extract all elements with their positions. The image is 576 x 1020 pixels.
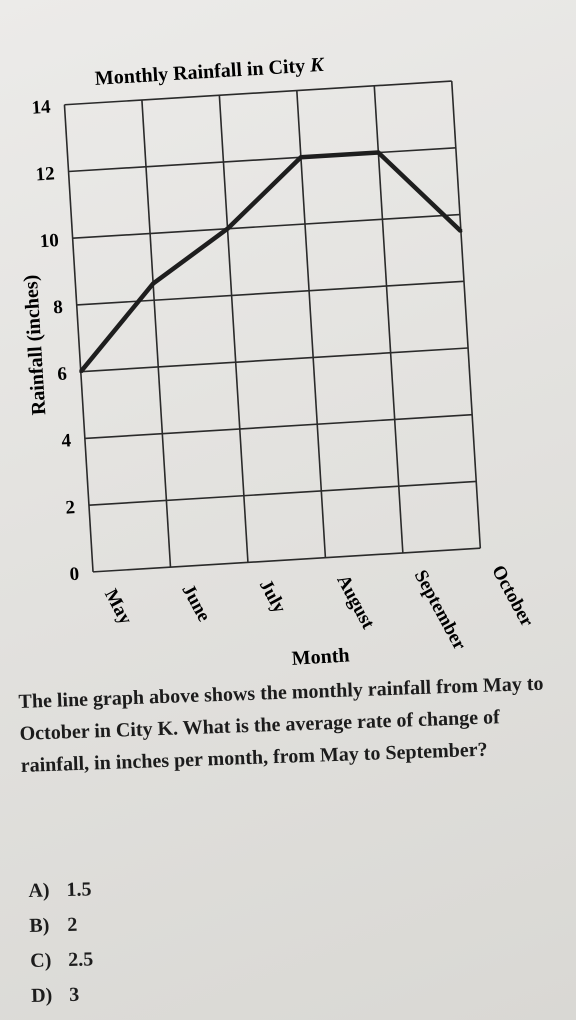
series-line — [79, 150, 463, 374]
chart-title: Monthly Rainfall in City K — [94, 54, 325, 90]
grid-line-h — [72, 213, 460, 240]
grid-line-v — [450, 81, 482, 549]
grid-line-v — [63, 104, 94, 572]
y-tick-label: 0 — [69, 564, 80, 586]
choice-a[interactable]: A) 1.5 — [28, 872, 92, 909]
chart-series — [79, 150, 463, 374]
x-axis-label: Month — [291, 644, 350, 669]
y-tick-label: 6 — [57, 364, 68, 386]
y-tick-label: 14 — [31, 97, 52, 119]
choice-c[interactable]: C) 2.5 — [30, 942, 94, 979]
y-axis-ticks: 0 2 4 6 8 10 12 14 — [31, 97, 80, 586]
data-point — [79, 370, 83, 374]
y-tick-label: 4 — [61, 430, 72, 452]
x-tick-label: October — [487, 562, 537, 631]
data-point — [226, 227, 230, 231]
grid-line-h — [80, 347, 469, 373]
grid-line-h — [84, 413, 473, 440]
grid-line-v — [296, 90, 327, 558]
x-tick-label: August — [332, 571, 378, 633]
y-tick-label: 2 — [65, 497, 76, 519]
choice-letter: C) — [29, 949, 52, 972]
grid-line-h — [88, 480, 477, 506]
choice-b[interactable]: B) 2 — [29, 907, 93, 944]
x-tick-label: September — [410, 567, 471, 654]
data-point — [376, 151, 380, 155]
choice-letter: D) — [30, 984, 53, 1007]
grid-line-h — [92, 547, 481, 573]
y-tick-label: 10 — [39, 230, 59, 252]
x-tick-label: July — [255, 576, 290, 617]
y-tick-label: 12 — [35, 163, 55, 185]
choice-value: 3 — [68, 983, 80, 1006]
data-point — [459, 229, 463, 233]
x-tick-label: June — [177, 581, 214, 625]
grid-line-v — [218, 95, 249, 563]
choice-value: 2 — [67, 913, 78, 936]
line-chart: Monthly Rainfall in City K 0 2 4 6 8 10 12 14 M… — [20, 54, 538, 670]
choice-letter: B) — [29, 914, 50, 937]
answer-choices: A) 1.5 B) 2 C) 2.5 D) 3 — [28, 872, 95, 1014]
data-point — [151, 282, 155, 286]
question-text: The line graph above shows the monthly r… — [18, 672, 544, 777]
choice-letter: A) — [28, 879, 50, 902]
grid-line-h — [76, 280, 465, 306]
grid-line-v — [141, 99, 172, 568]
grid-line-h — [64, 80, 452, 106]
chart-grid — [63, 80, 482, 573]
y-tick-label: 8 — [53, 297, 64, 319]
choice-value: 1.5 — [66, 878, 92, 901]
choice-value: 2.5 — [67, 948, 94, 971]
grid-line-v — [373, 85, 404, 553]
choice-d[interactable]: D) 3 — [31, 977, 95, 1014]
x-tick-label: May — [100, 586, 136, 629]
data-point — [299, 155, 303, 159]
y-axis-label: Rainfall (inches) — [20, 274, 51, 416]
grid-line-h — [68, 147, 456, 173]
